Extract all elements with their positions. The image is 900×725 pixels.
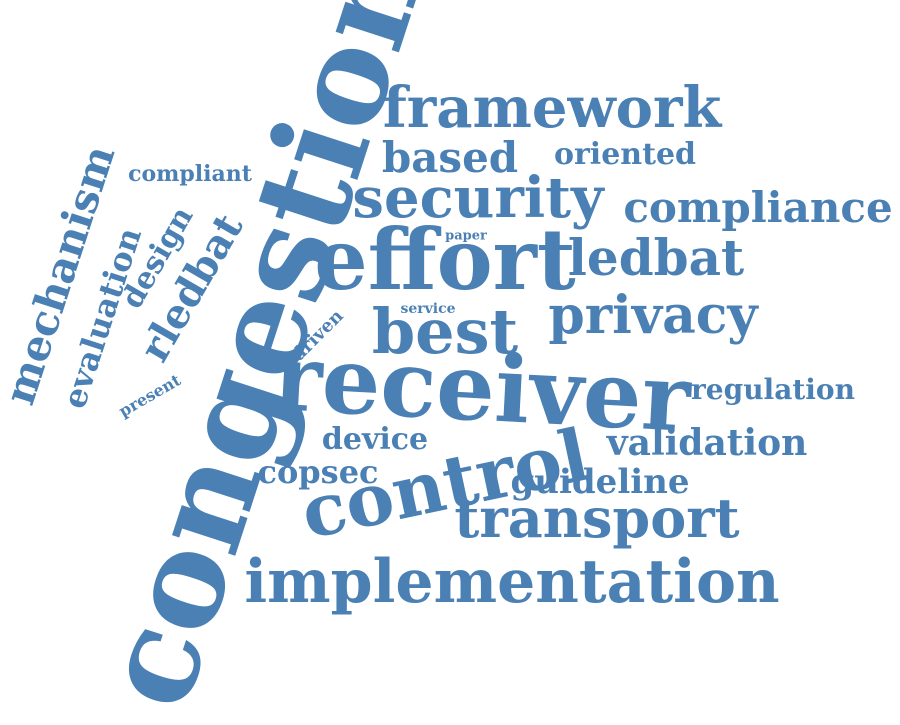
word-based: based <box>381 133 519 182</box>
word-compliant: compliant <box>128 161 252 187</box>
word-best: best <box>371 295 519 368</box>
word-effort: effort <box>314 210 576 309</box>
word-framework: framework <box>382 75 722 141</box>
word-copsec: copsec <box>257 453 379 491</box>
word-privacy: privacy <box>548 285 758 346</box>
word-transport: transport <box>454 486 740 550</box>
word-ledbat: ledbat <box>567 228 745 287</box>
word-compliance: compliance <box>623 183 893 232</box>
word-implementation: implementation <box>244 547 780 617</box>
word-device: device <box>321 422 429 457</box>
word-service: service <box>400 301 456 317</box>
word-security: security <box>352 165 604 231</box>
word-paper: paper <box>445 228 487 244</box>
word-regulation: regulation <box>691 373 855 406</box>
word-oriented: oriented <box>553 137 697 172</box>
word-guideline: guideline <box>510 462 690 502</box>
word-validation: validation <box>606 422 808 464</box>
